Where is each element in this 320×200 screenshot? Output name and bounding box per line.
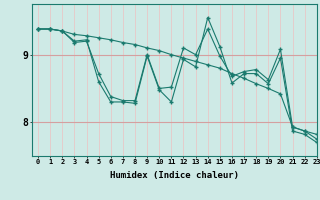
X-axis label: Humidex (Indice chaleur): Humidex (Indice chaleur) <box>110 171 239 180</box>
